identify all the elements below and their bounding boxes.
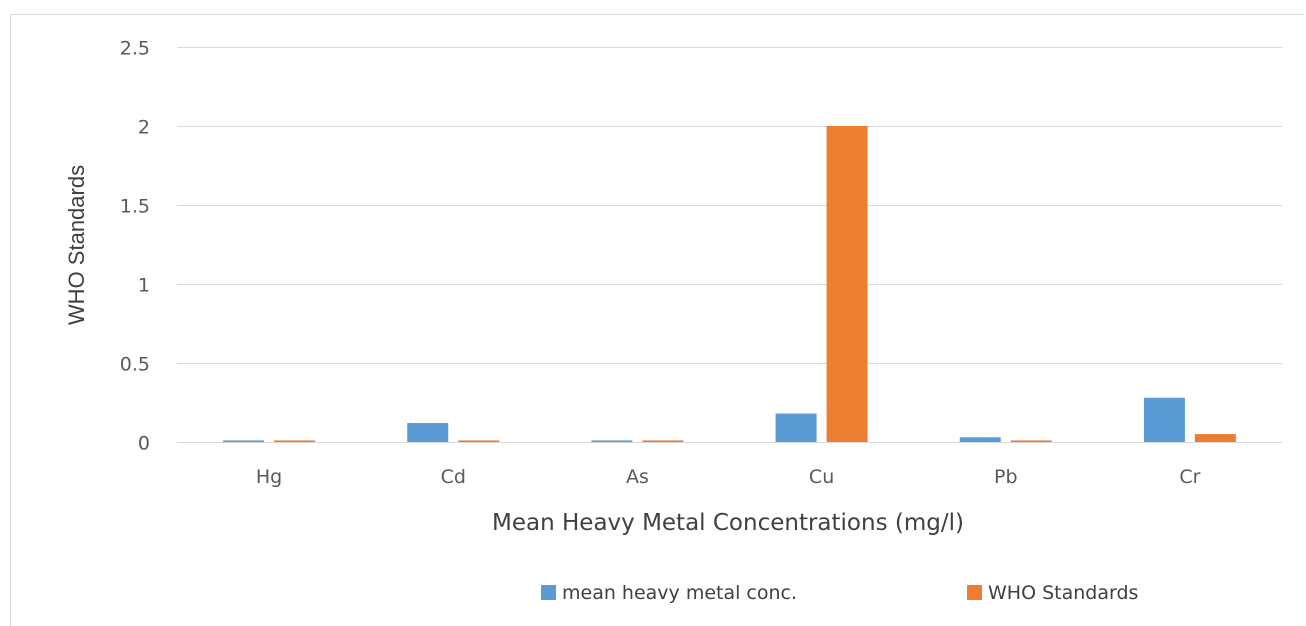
y-tick-labels: 0 0.5 1 1.5 2 2.5 [120, 38, 150, 455]
bar-who-cd [458, 440, 500, 442]
bar-mean-as [591, 440, 633, 442]
legend-swatch [967, 585, 982, 600]
chart-frame [10, 14, 1304, 626]
bar-mean-hg [223, 440, 265, 442]
legend-swatch [541, 585, 556, 600]
x-tick-label: Cd [441, 466, 466, 488]
x-axis-title: Mean Heavy Metal Concentrations (mg/l) [492, 510, 964, 536]
bar-mean-cr [1143, 397, 1185, 442]
y-tick-label: 1 [138, 275, 150, 297]
bar-who-cr [1194, 434, 1236, 442]
x-tick-label: Hg [256, 466, 282, 488]
x-tick-labels: Hg Cd As Cu Pb Cr [256, 466, 1201, 488]
y-tick-label: 1.5 [120, 196, 150, 218]
x-tick-label: Cu [809, 466, 834, 488]
y-tick-label: 2.5 [120, 38, 150, 60]
bar-mean-cu [775, 413, 817, 442]
bar-who-pb [1010, 440, 1052, 442]
x-tick-label: Cr [1179, 466, 1200, 488]
y-tick-label: 0.5 [120, 354, 150, 376]
legend: mean heavy metal conc. WHO Standards [541, 582, 1138, 604]
bar-mean-cd [407, 423, 449, 442]
y-tick-label: 0 [138, 433, 150, 455]
x-tick-label: Pb [994, 466, 1018, 488]
gridlines [177, 47, 1282, 443]
bar-mean-pb [959, 437, 1001, 442]
bar-who-as [642, 440, 684, 442]
bar-who-hg [274, 440, 316, 442]
legend-label: mean heavy metal conc. [562, 582, 797, 604]
y-tick-label: 2 [138, 117, 150, 139]
y-axis-title: WHO Standards [64, 165, 89, 325]
bar-who-cu [826, 126, 868, 442]
x-tick-label: As [626, 466, 649, 488]
bars [223, 126, 1236, 442]
legend-label: WHO Standards [988, 582, 1138, 604]
